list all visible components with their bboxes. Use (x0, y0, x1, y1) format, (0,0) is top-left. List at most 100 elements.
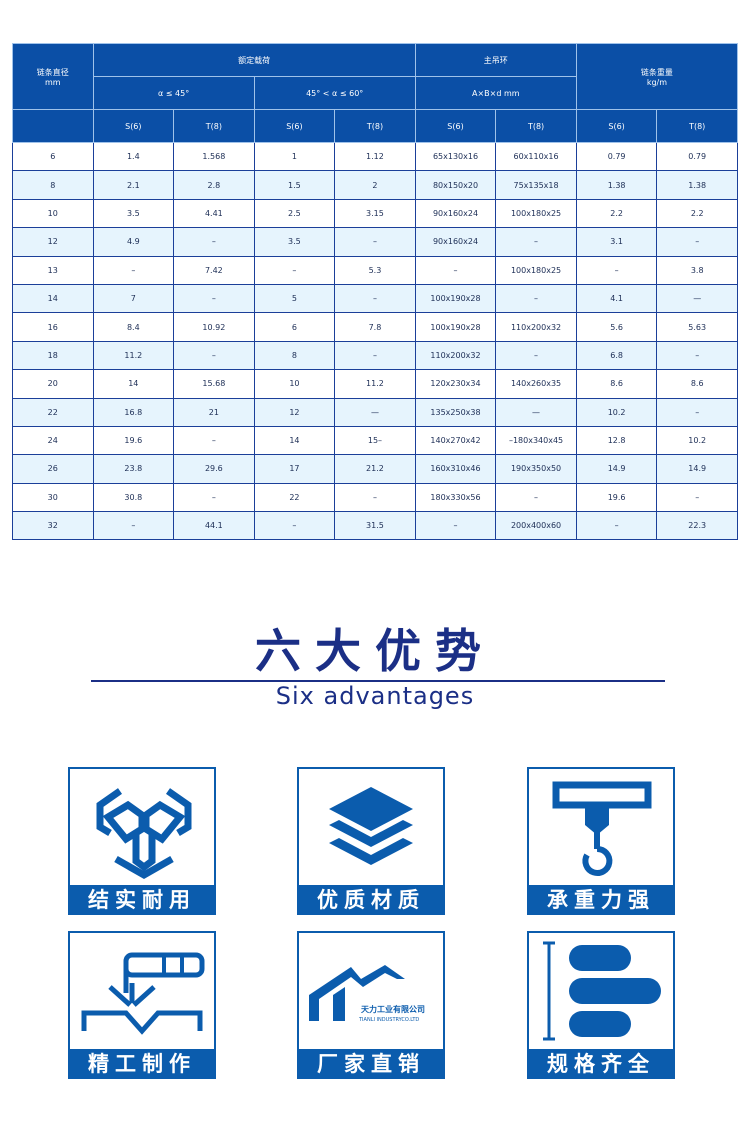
table-cell: 160x310x46 (414, 454, 497, 484)
header-weight: 链条重量 kg/m (575, 43, 739, 110)
table-cell: – (253, 255, 336, 285)
factory-logo-icon: 天力工业有限公司 TIANLI INDUSTRYCO.LTD (309, 965, 425, 1023)
advantage-card-sizes: 规格齐全 (527, 931, 675, 1079)
table-cell: 10 (253, 369, 336, 399)
layers-icon (329, 787, 413, 865)
table-row: 30 30.8–22–180x330x56–19.6– (12, 482, 738, 513)
table-cell: 6 (12, 141, 94, 172)
table-cell: 4.9 (92, 227, 175, 257)
table-cell: 14 (12, 283, 94, 314)
table-cell: 30 (12, 482, 94, 513)
table-cell: 2 (334, 170, 416, 200)
table-cell: 0.79 (656, 141, 738, 172)
table-cell: 1 (253, 141, 336, 172)
table-cell: — (495, 397, 577, 427)
table-cell: – (495, 227, 577, 257)
table-cell: 1.38 (656, 170, 738, 200)
table-cell: 5 (253, 283, 336, 314)
table-cell: – (173, 227, 255, 257)
table-cell: 20 (12, 369, 94, 399)
table-row: 24 19.6–14 15– 140x270x42 –180x340x45 12.8 10.… (12, 425, 738, 456)
header-grade: S(6) (414, 109, 497, 143)
table-cell: 32 (12, 511, 94, 541)
table-cell: 21.2 (334, 454, 416, 484)
table-cell: 8 (12, 170, 94, 200)
table-cell: 110x200x32 (495, 312, 577, 342)
header-grade: S(6) (92, 109, 175, 143)
table-cell: – (656, 227, 738, 257)
table-cell: 10.2 (656, 425, 738, 456)
table-cell: 4.1 (575, 283, 658, 314)
table-cell: 16 (12, 312, 94, 342)
header-angle-2: 45° < α ≤ 60° (253, 76, 416, 110)
advantage-label: 精工制作 (68, 1049, 216, 1079)
table-cell: – (253, 511, 336, 541)
advantage-card-quality: 优质材质 (297, 767, 445, 915)
table-cell: 90x160x24 (414, 227, 497, 257)
table-cell: 22.3 (656, 511, 738, 541)
table-cell: 1.568 (173, 141, 255, 172)
advantage-card-load: 承重力强 (527, 767, 675, 915)
table-cell: 3.5 (253, 227, 336, 257)
welding-icon (81, 952, 205, 1035)
table-cell: 14 (92, 369, 175, 399)
section-title: 六大优势 (255, 624, 495, 678)
table-cell: 26 (12, 454, 94, 484)
advantage-label: 承重力强 (527, 885, 675, 915)
table-row: 22 16.8 21 12—135x250x38—10.2– (12, 397, 738, 427)
table-cell: – (334, 482, 416, 513)
table-cell: — (334, 397, 416, 427)
table-cell: 7.8 (334, 312, 416, 342)
table-cell: 1.4 (92, 141, 175, 172)
table-cell: 100x180x25 (495, 198, 577, 229)
section-subtitle: Six advantages (275, 682, 475, 710)
table-cell: 8.6 (575, 369, 658, 399)
table-cell: 24 (12, 425, 94, 456)
table-cell: – (92, 511, 175, 541)
table-cell: 120x230x34 (414, 369, 497, 399)
table-cell: 140x260x35 (495, 369, 577, 399)
table-cell: – (495, 283, 577, 314)
table-cell: – (414, 255, 497, 285)
table-row: 8 2.1 2.8 1.5 2 80x150x20 75x135x18 1.38 1.38 (12, 170, 738, 200)
table-cell: 30.8 (92, 482, 175, 513)
table-cell: 8.6 (656, 369, 738, 399)
table-row: 32–44.1–31.5–200x400x60–22.3 (12, 511, 738, 541)
table-cell: 65x130x16 (414, 141, 497, 172)
advantage-label: 结实耐用 (68, 885, 216, 915)
table-cell: 200x400x60 (495, 511, 577, 541)
table-cell: 3.1 (575, 227, 658, 257)
table-cell: 1.5 (253, 170, 336, 200)
table-cell: – (334, 227, 416, 257)
table-cell: 8.4 (92, 312, 175, 342)
table-cell: 2.2 (656, 198, 738, 229)
svg-text:天力工业有限公司: 天力工业有限公司 (361, 1004, 425, 1014)
table-cell: 1.38 (575, 170, 658, 200)
table-cell: 14 (253, 425, 336, 456)
table-cell: – (173, 482, 255, 513)
table-row: 10 3.5 4.41 2.5 3.15 90x160x24 100x180x25 2.2 2.… (12, 198, 738, 229)
table-cell: 12 (253, 397, 336, 427)
table-cell: 12.8 (575, 425, 658, 456)
table-cell: – (92, 255, 175, 285)
table-cell: 7.42 (173, 255, 255, 285)
table-cell: – (334, 340, 416, 371)
table-cell: 22 (253, 482, 336, 513)
table-cell: – (656, 482, 738, 513)
table-cell: 90x160x24 (414, 198, 497, 229)
table-cell: 2.8 (173, 170, 255, 200)
table-cell: 14.9 (656, 454, 738, 484)
table-row: 20 14 15.68 10 11.2 120x230x34 140x260x35 8.6 8.… (12, 369, 738, 399)
table-cell: 44.1 (173, 511, 255, 541)
size-spec-icon (543, 941, 661, 1041)
crane-hook-icon (552, 781, 652, 876)
table-cell: — (656, 283, 738, 314)
table-cell: 3.5 (92, 198, 175, 229)
header-rated-load: 额定载荷 (92, 43, 416, 77)
table-cell: 15– (334, 425, 416, 456)
table-row: 26 23.8 29.6 17 21.2 160x310x46 190x350x50 14.9… (12, 454, 738, 484)
header-angle-1: α ≤ 45° (92, 76, 255, 110)
advantage-label: 厂家直销 (297, 1049, 445, 1079)
table-row: 12 4.9–3.5–90x160x24–3.1– (12, 227, 738, 257)
table-cell: 31.5 (334, 511, 416, 541)
